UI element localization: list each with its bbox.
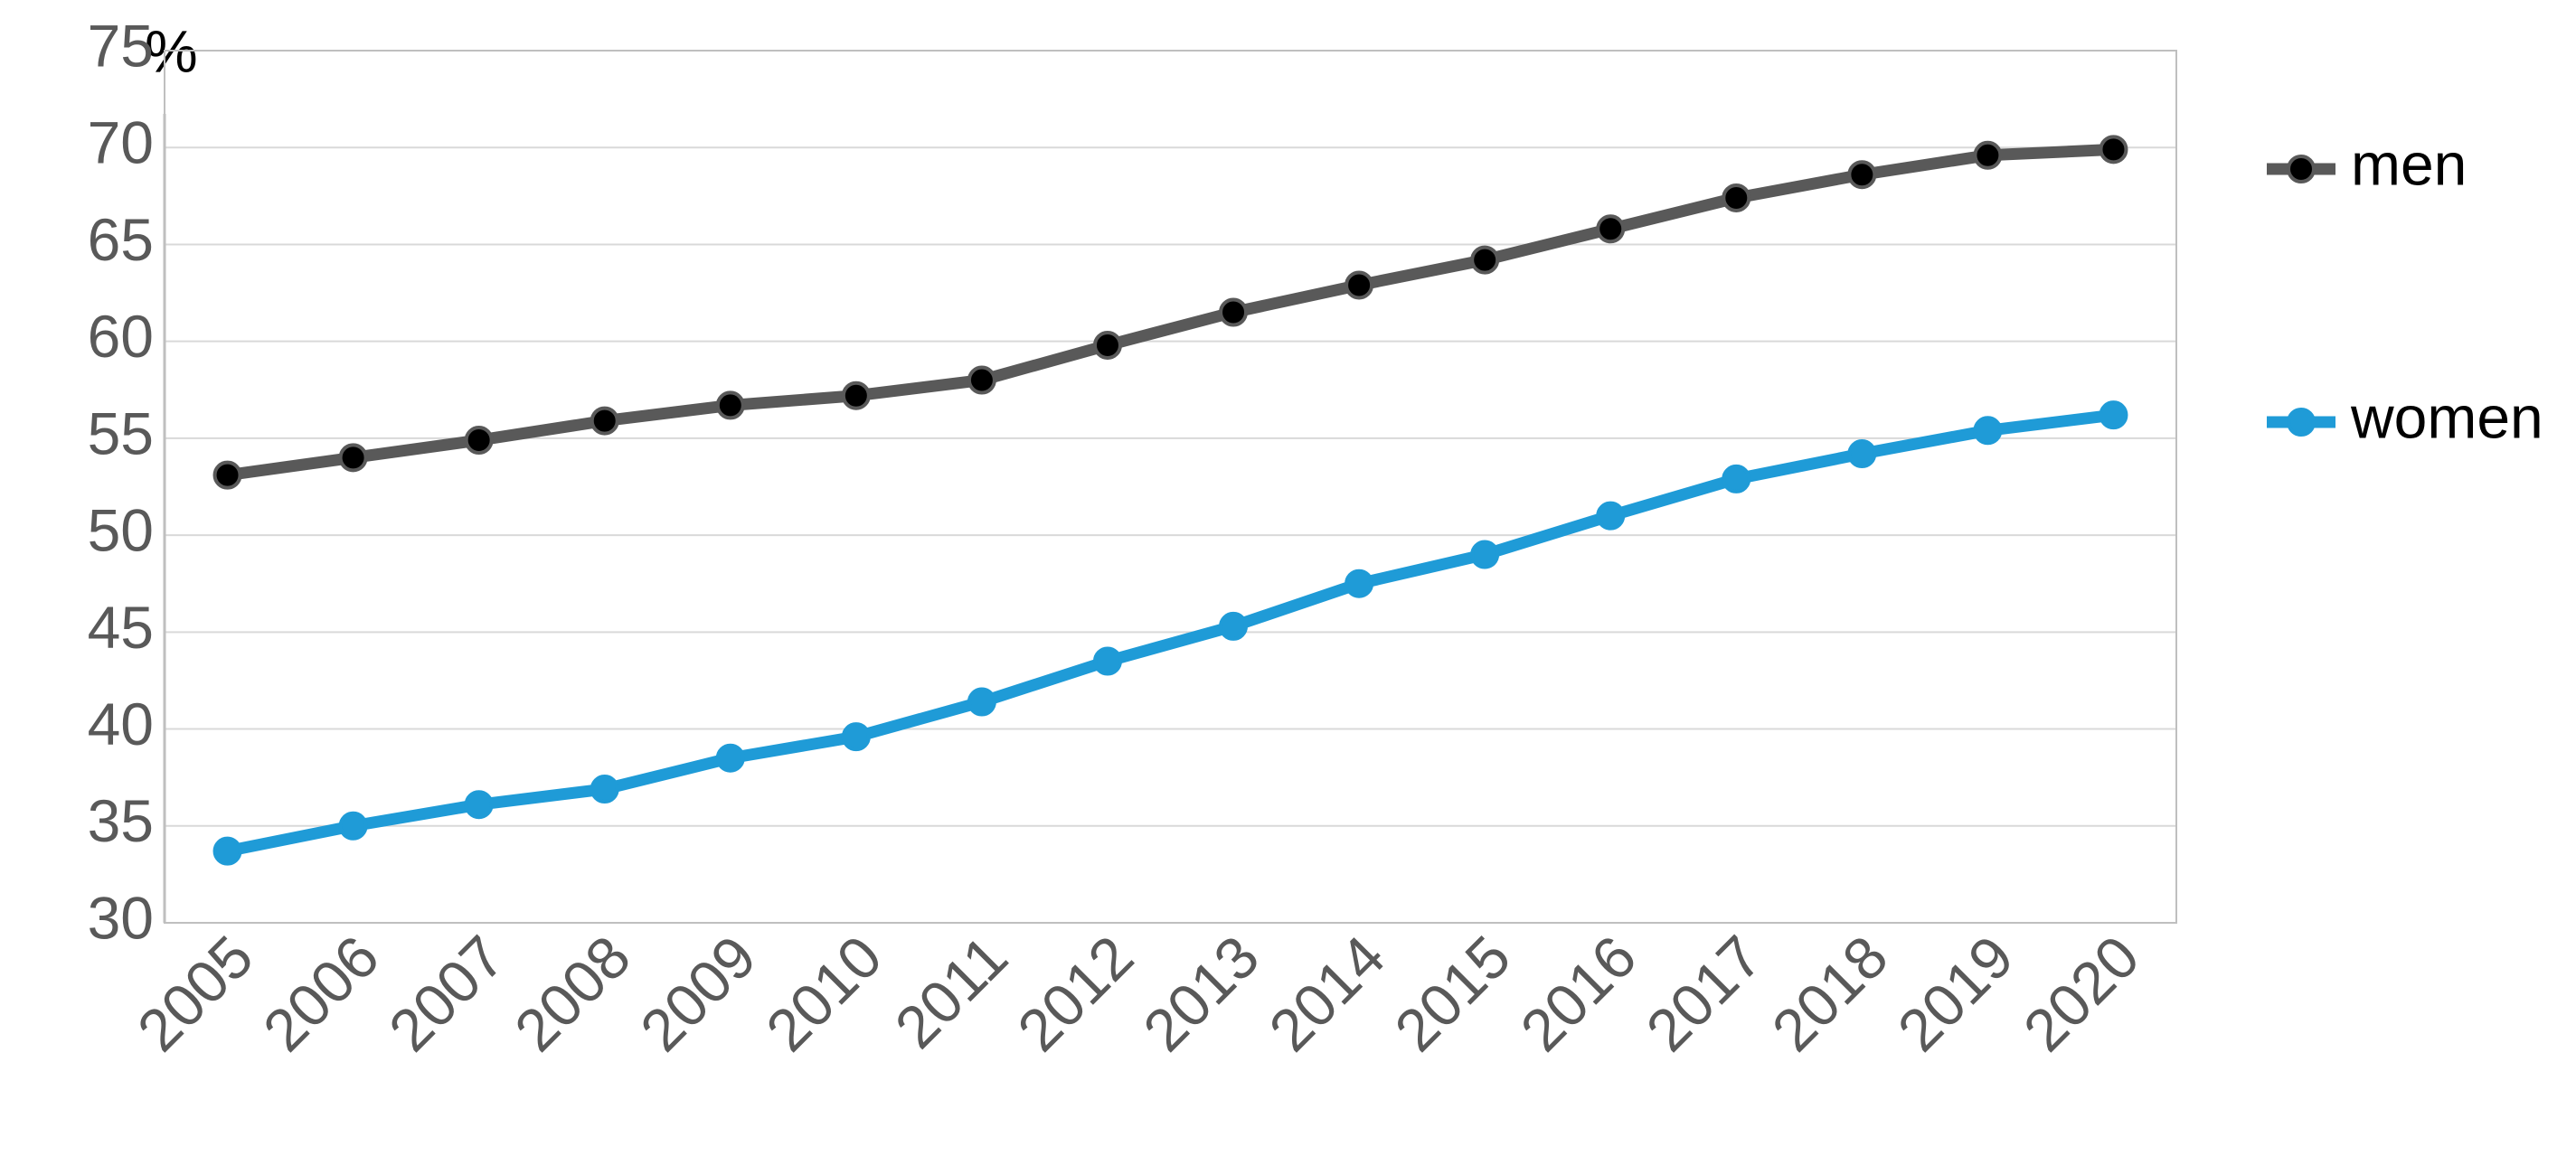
x-tick-label: 2016 [1507, 923, 1648, 1064]
marker [1345, 270, 1374, 300]
marker [715, 390, 745, 420]
x-tick-label: 2018 [1759, 923, 1900, 1064]
marker [2099, 135, 2128, 164]
x-tick-label: 2010 [753, 923, 894, 1064]
marker [1345, 569, 1374, 598]
x-tick-label: 2012 [1005, 923, 1146, 1064]
marker [841, 381, 871, 410]
marker [1219, 611, 1249, 641]
legend-label: women [2350, 383, 2543, 450]
y-tick-label: 30 [88, 884, 154, 951]
marker [1092, 330, 1122, 360]
marker [967, 365, 996, 395]
series-line [226, 409, 2115, 858]
x-tick-label: 2007 [376, 923, 517, 1064]
marker [1722, 464, 1751, 493]
y-tick-label: 45 [88, 594, 154, 661]
y-tick-label: 55 [88, 399, 154, 466]
x-tick-label: 2008 [502, 923, 643, 1064]
marker [464, 790, 494, 820]
x-tick-label: 2006 [250, 923, 392, 1064]
marker [212, 836, 242, 866]
y-tick-label: 70 [88, 109, 154, 176]
x-tick-label: 2020 [2011, 923, 2152, 1064]
y-tick-label: 40 [88, 691, 154, 757]
marker [1219, 297, 1249, 327]
series-line [226, 143, 2114, 482]
marker [1973, 140, 2003, 170]
marker [1847, 160, 1877, 190]
x-tick-label: 2014 [1256, 923, 1397, 1064]
y-tick-label: 50 [88, 497, 154, 564]
marker [1847, 439, 1877, 469]
marker [1596, 214, 1626, 244]
marker [715, 743, 745, 773]
marker [1973, 416, 2003, 446]
marker [1092, 646, 1122, 676]
x-tick-label: 2017 [1633, 923, 1774, 1064]
marker [2099, 400, 2128, 430]
legend-marker [2287, 155, 2316, 183]
legend-marker [2287, 408, 2316, 437]
marker [1596, 501, 1626, 531]
y-tick-label: 35 [88, 787, 154, 854]
x-tick-label: 2011 [882, 923, 1020, 1061]
x-tick-label: 2009 [627, 923, 769, 1064]
marker [1470, 245, 1500, 275]
y-tick-label: 60 [88, 303, 154, 370]
marker [841, 722, 871, 752]
x-tick-label: 2015 [1382, 923, 1523, 1064]
marker [590, 406, 619, 436]
marker [338, 811, 368, 841]
marker [464, 426, 494, 456]
marker [967, 687, 996, 717]
marker [338, 443, 368, 473]
y-tick-label: 65 [88, 206, 154, 273]
y-tick-label: 75 [88, 12, 154, 79]
x-tick-label: 2019 [1884, 923, 2025, 1064]
legend-label: men [2351, 130, 2467, 197]
marker [212, 460, 242, 490]
marker [1470, 540, 1500, 569]
marker [1722, 183, 1751, 212]
x-tick-label: 2013 [1130, 923, 1271, 1064]
marker [590, 775, 619, 804]
